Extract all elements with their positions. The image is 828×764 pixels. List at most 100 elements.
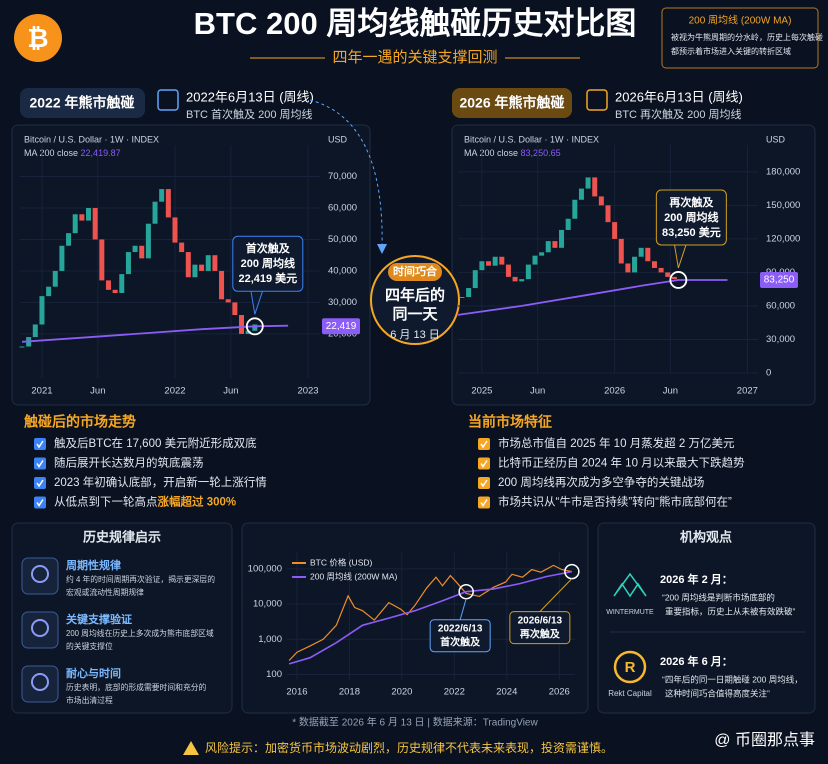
rekt-logo-glyph: R: [625, 659, 636, 676]
candle: [665, 272, 671, 277]
annotation-pointer: [539, 578, 573, 612]
check-box: [34, 438, 46, 450]
lesson-title: 关键支撑验证: [66, 612, 132, 626]
bullet-text: 比特币正经历自 2024 年 10 月以来最大下跌趋势: [498, 456, 745, 470]
candle: [99, 239, 105, 281]
callout-pointer: [250, 290, 264, 315]
bullet-text: 市场共识从“牛市是否持续”转向“熊市底部何在”: [498, 495, 732, 509]
y-tick-label: 100: [266, 669, 282, 680]
candle: [632, 256, 638, 273]
candle: [46, 286, 52, 297]
candle: [192, 264, 198, 278]
candle: [185, 252, 191, 278]
caption: BTC 再次触及 200 周均线: [615, 107, 742, 121]
candle: [152, 201, 158, 224]
candle: [239, 315, 245, 334]
bullet-text: 市场总市值自 2025 年 10 月蒸发超 2 万亿美元: [498, 436, 735, 450]
badge-text: 时间巧合: [393, 264, 438, 278]
tag: 2026 年熊市触碰: [459, 95, 564, 111]
annotation-text: 再次触及: [520, 627, 561, 640]
x-tick-label: Jun: [530, 386, 545, 397]
candle: [79, 214, 85, 221]
candle: [585, 177, 591, 189]
callout-text: 再次触及: [669, 195, 714, 209]
candle: [605, 205, 611, 223]
candle: [212, 255, 218, 271]
ma-legend-value: 83,250.65: [521, 148, 561, 158]
callout-text: 22,419 美元: [238, 271, 297, 285]
view-date: 2026 年 6 月：: [660, 654, 733, 668]
candle: [612, 222, 618, 239]
chart-panel: [11, 124, 371, 406]
candle: [499, 256, 505, 265]
ma-value-tag: [760, 271, 798, 288]
candle: [59, 245, 65, 271]
lesson-text: 的关键支撑位: [66, 641, 113, 651]
lesson-icon: [21, 611, 59, 649]
btc-logo-glyph: ₿: [27, 23, 48, 53]
candle: [552, 241, 558, 248]
bubble-line: 同一天: [392, 306, 438, 323]
date: 2026年6月13日 (周线): [615, 89, 743, 104]
view-source: Rekt Capital: [608, 689, 652, 698]
candle: [112, 289, 118, 293]
candle: [671, 276, 677, 280]
annotation-text: 2022/6/13: [438, 623, 483, 634]
lesson-icon-glyph: [31, 619, 49, 637]
candle: [179, 242, 185, 253]
candle: [39, 296, 45, 325]
candle: [638, 247, 644, 257]
candle: [578, 188, 584, 200]
rekt-logo: [613, 650, 647, 684]
y-tick-label: 30,000: [766, 334, 795, 345]
candle: [525, 264, 531, 280]
bullet-text: 2023 年初确认底部，开启新一轮上涨行情: [54, 475, 267, 489]
ma-value-tag: [322, 318, 360, 335]
candle: [225, 299, 231, 303]
lesson-title: 耐心与时间: [66, 666, 121, 680]
candle: [512, 276, 518, 282]
candle: [658, 267, 664, 273]
check-mark: [480, 440, 488, 449]
candle: [598, 196, 604, 206]
x-tick-label: Jun: [90, 386, 105, 397]
x-tick-label: 2016: [286, 687, 307, 698]
candle: [125, 252, 131, 275]
y-tick-label: 1,000: [258, 634, 282, 645]
callout-text: 83,250 美元: [662, 225, 721, 239]
section-title: 当前市场特征: [468, 414, 552, 430]
annotation-text: 首次触及: [440, 635, 481, 648]
calendar-icon: [586, 89, 608, 111]
view-date: 2026 年 2 月：: [660, 572, 733, 586]
chart-source: Bitcoin / U.S. Dollar · 1W · INDEX: [24, 134, 159, 144]
candle: [86, 207, 92, 221]
btc-logo: [14, 14, 62, 62]
y-tick-label: 10,000: [253, 599, 282, 610]
candle: [205, 255, 211, 271]
candle: [479, 261, 485, 271]
x-tick-label: 2024: [496, 687, 517, 698]
candle: [466, 288, 472, 297]
bullet-text: 从低点到下一轮高点涨幅超过 300%: [54, 495, 236, 509]
tag: 2022 年熊市触碰: [29, 95, 134, 111]
charts: 20,00030,00040,00050,00060,00070,0002021…: [19, 145, 800, 698]
badge: [388, 263, 442, 281]
wintermute-logo: [613, 572, 647, 598]
candle: [199, 264, 205, 271]
series-line: [288, 570, 573, 665]
touch-marker: [245, 317, 264, 336]
y-tick-label: 40,000: [328, 265, 357, 276]
x-tick-label: 2023: [297, 386, 318, 397]
legend-label: 200 周均线 (200W MA): [310, 571, 398, 581]
lesson-icon: [21, 665, 59, 703]
note-line: 被视为牛熊周期的分水岭，历史上每次触碰: [671, 32, 823, 42]
callout-text: 200 周均线: [241, 256, 295, 270]
check-mark: [480, 479, 488, 488]
view-source: WINTERMUTE: [606, 609, 654, 616]
x-tick-label: 2025: [471, 386, 492, 397]
check-mark: [36, 460, 44, 468]
check-box: [34, 496, 46, 509]
candle: [219, 270, 225, 300]
